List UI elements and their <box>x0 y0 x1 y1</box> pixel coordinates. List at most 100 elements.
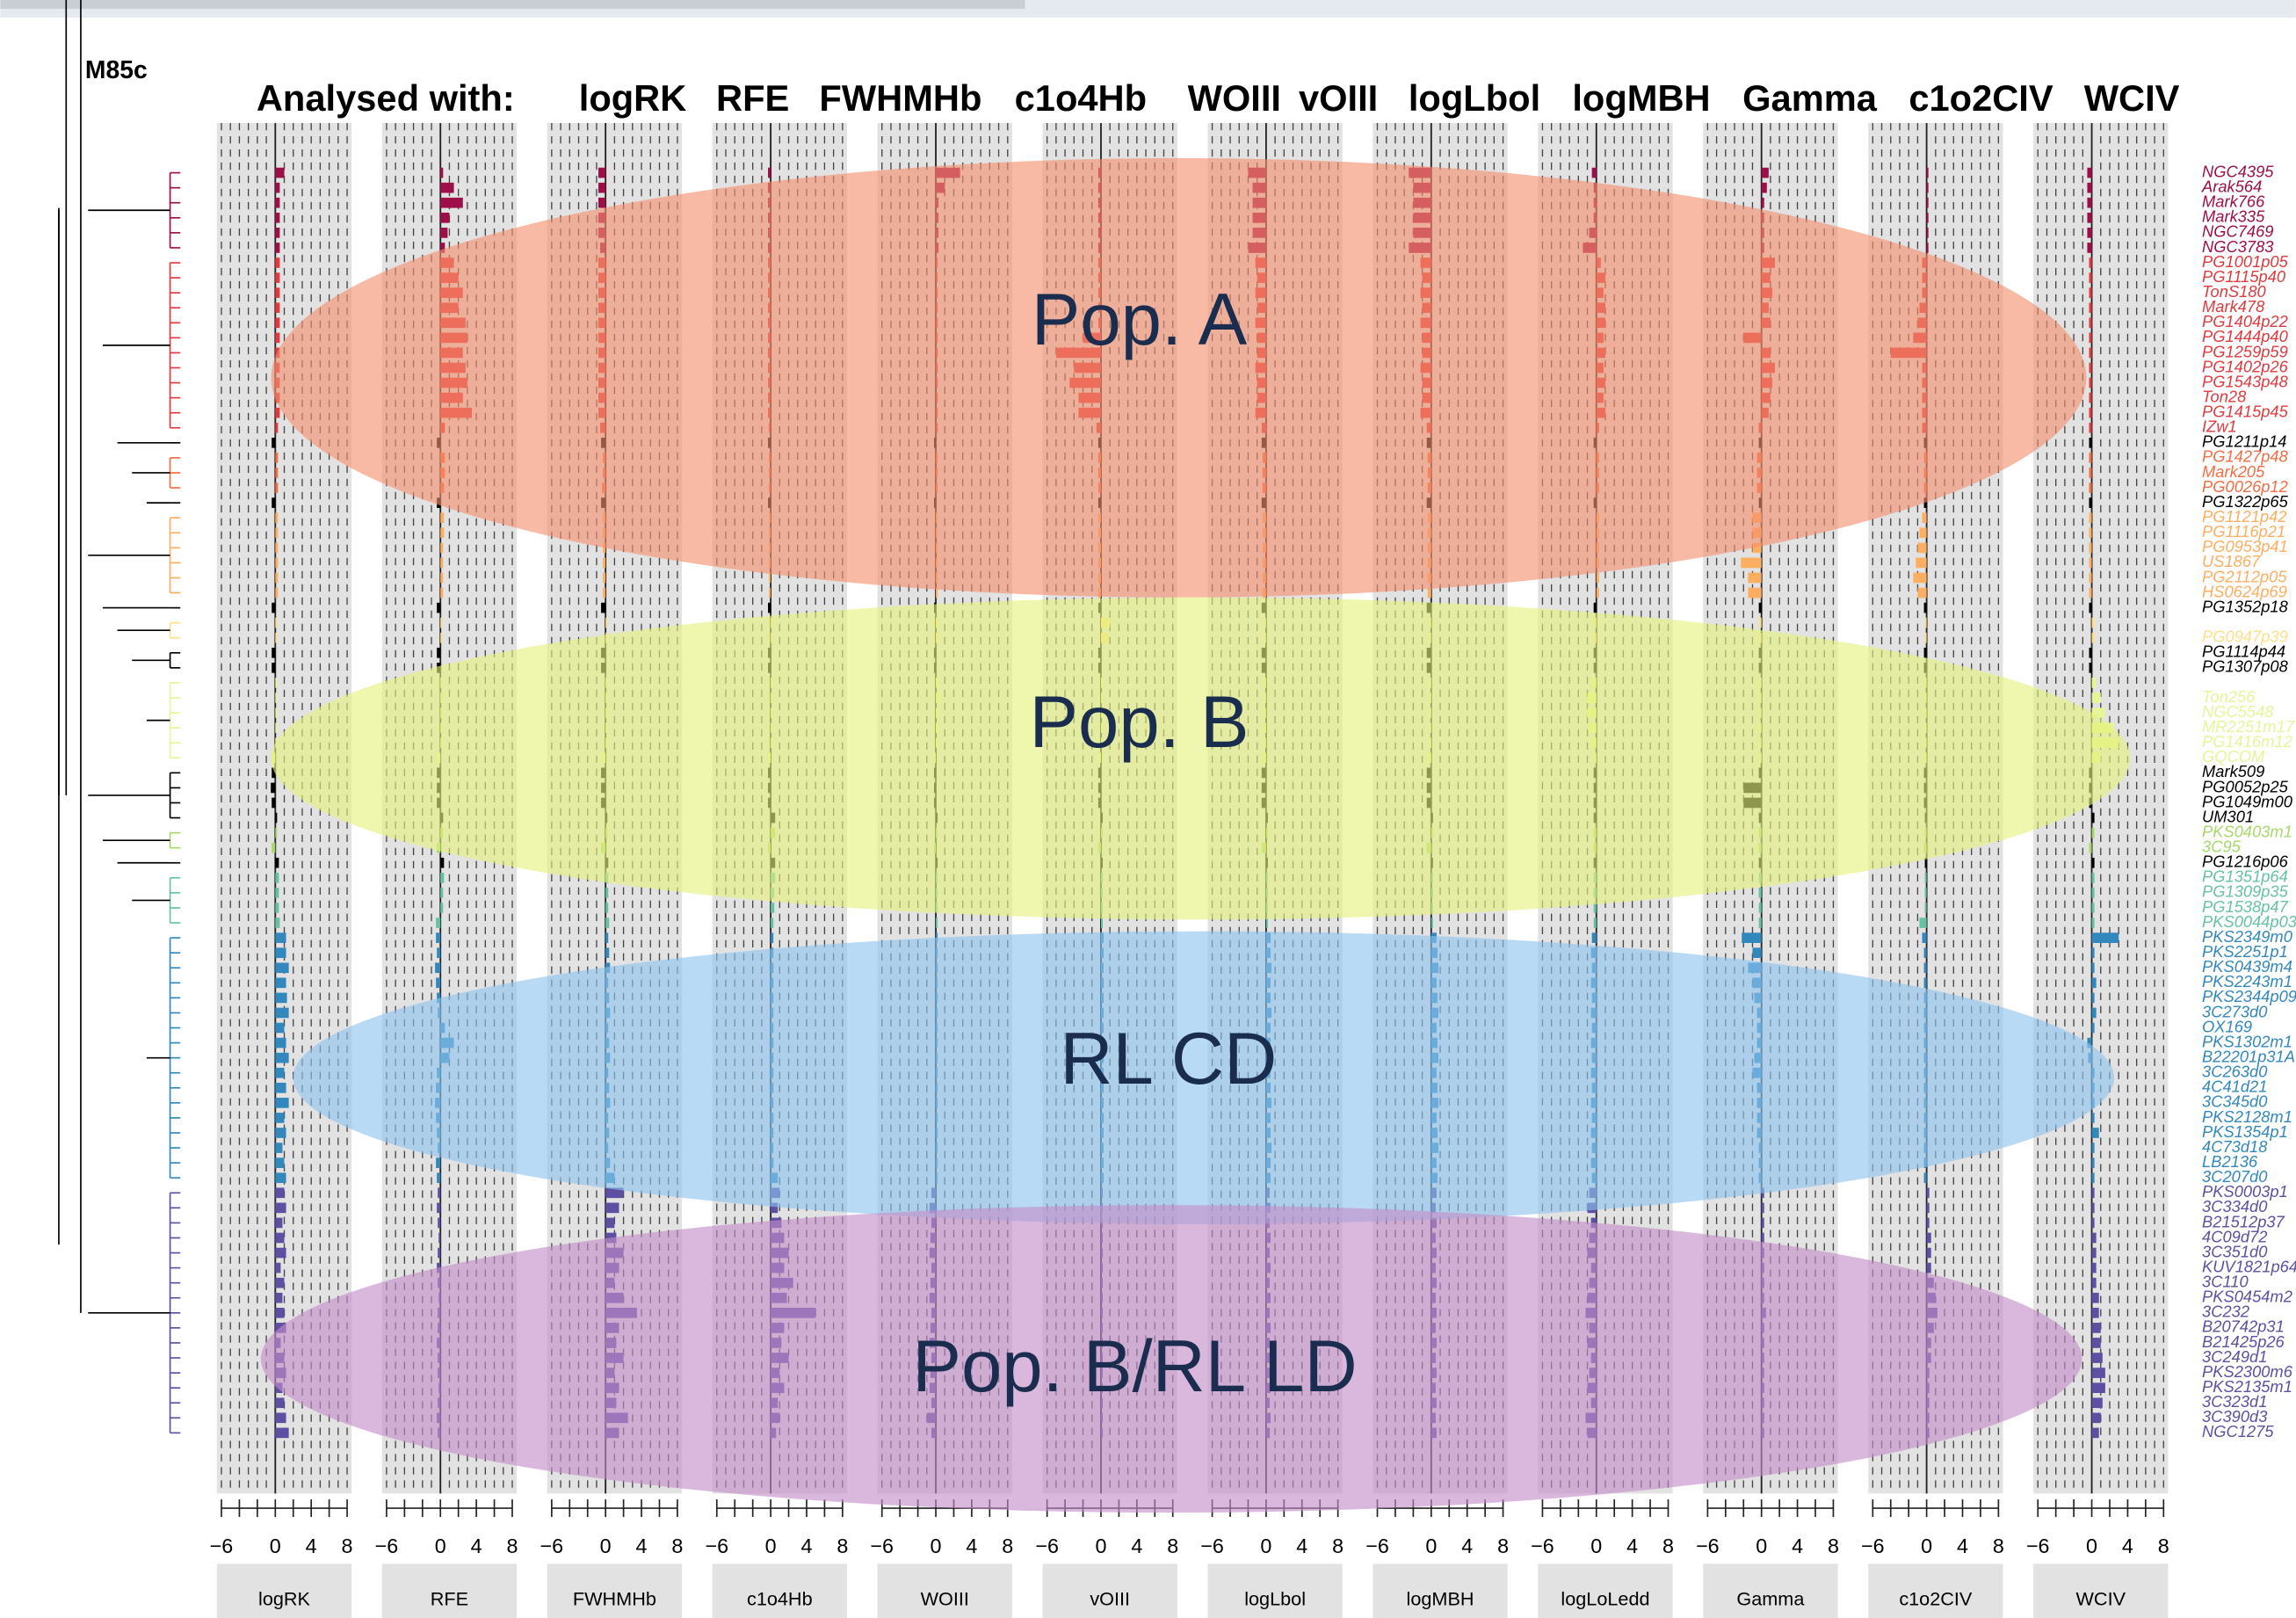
x-tick-label: 0 <box>1095 1535 1106 1557</box>
bar <box>436 918 441 928</box>
bar <box>275 962 289 974</box>
x-tick-label: −6 <box>705 1535 728 1557</box>
bar <box>2091 1338 2101 1348</box>
row-label: PKS0044p03 <box>2202 912 2296 931</box>
bar <box>275 1113 285 1123</box>
bar <box>275 617 278 628</box>
panel-strip <box>547 1564 683 1618</box>
x-tick-label: −6 <box>2026 1535 2050 1557</box>
bar <box>2091 1262 2097 1273</box>
x-tick-label: 8 <box>2158 1535 2169 1557</box>
bar <box>1926 1262 1931 1273</box>
bar <box>272 663 276 673</box>
row-label: NGC5548 <box>2202 702 2274 721</box>
bar <box>1593 918 1597 928</box>
bar <box>2089 377 2092 388</box>
bar <box>275 827 278 838</box>
bar <box>2091 1202 2095 1214</box>
bar <box>275 167 285 178</box>
bar <box>275 557 279 569</box>
bar <box>436 1157 441 1168</box>
bar <box>275 1307 285 1318</box>
bar <box>1926 212 1929 223</box>
bar <box>1923 602 1927 613</box>
row-label: PG1351p64 <box>2202 867 2288 886</box>
row-label: NGC4395 <box>2202 162 2274 180</box>
bar <box>1923 647 1927 658</box>
bar <box>768 167 771 178</box>
bar <box>275 1202 286 1214</box>
bar <box>275 1232 285 1244</box>
bar <box>2089 663 2092 673</box>
x-tick-label: 0 <box>2086 1535 2097 1557</box>
row-label: PG1543p48 <box>2202 372 2289 390</box>
bar <box>605 932 609 943</box>
bar <box>440 243 445 253</box>
bar <box>275 482 279 493</box>
bar <box>2091 1232 2097 1244</box>
group-ellipse <box>293 931 2115 1224</box>
row-label: PKS0454m2 <box>2202 1288 2292 1306</box>
bar <box>2091 1427 2099 1439</box>
x-tick-label: 4 <box>1296 1535 1307 1557</box>
header-label: c1o4Hb <box>1015 77 1147 119</box>
bar <box>275 1082 286 1093</box>
bar <box>440 512 445 524</box>
bar <box>2089 587 2092 599</box>
bar <box>2089 302 2092 314</box>
bar <box>605 1217 615 1229</box>
bar <box>1758 888 1762 898</box>
row-label: OX169 <box>2202 1017 2252 1035</box>
bar <box>769 587 771 599</box>
bar <box>1761 1202 1764 1214</box>
x-tick-label: 8 <box>506 1535 518 1557</box>
row-label: PKS1302m1 <box>2202 1032 2292 1050</box>
bar <box>605 903 609 913</box>
header-label: c1o2CIV <box>1909 77 2053 119</box>
row-label: PKS1354p1 <box>2202 1122 2288 1141</box>
bar <box>2091 1277 2097 1288</box>
bar <box>275 1143 283 1153</box>
bar <box>437 647 441 658</box>
bar <box>275 197 280 208</box>
bar <box>440 182 454 193</box>
bar <box>275 243 280 253</box>
labels: logRK RFE FWHMHb c1o4Hb WOIII vOIII logLbol log… <box>58 0 2296 1440</box>
panel-label: logLoLedd <box>1561 1588 1649 1610</box>
bar <box>1748 572 1762 584</box>
row-label: NGC1275 <box>2202 1422 2274 1440</box>
row-label: 3C263d0 <box>2202 1063 2268 1081</box>
bar <box>1752 542 1762 554</box>
panel-label: Gamma <box>1736 1588 1805 1610</box>
bar <box>275 1052 289 1063</box>
bar <box>1923 497 1927 508</box>
bar <box>2091 1128 2099 1138</box>
row-label: PG1115p40 <box>2202 267 2286 286</box>
row-label: Arak564 <box>2201 178 2262 196</box>
bar <box>603 572 606 584</box>
bar <box>1922 932 1927 943</box>
bar <box>1741 557 1762 569</box>
panel-strip <box>877 1564 1012 1618</box>
x-tick-label: −6 <box>1861 1535 1885 1557</box>
panel-strip <box>381 1564 518 1618</box>
row-label: B22201p31A <box>2202 1047 2295 1065</box>
bar <box>275 1128 286 1138</box>
bar <box>1761 1217 1764 1229</box>
bar <box>771 918 774 928</box>
row-label: HS0624p69 <box>2202 582 2287 600</box>
bar <box>2087 243 2092 253</box>
bar <box>2089 542 2092 554</box>
bar <box>2087 167 2092 178</box>
bar <box>1913 572 1927 584</box>
row-label: Mark509 <box>2202 762 2264 780</box>
bar <box>1593 903 1597 913</box>
bar <box>440 632 443 643</box>
row-label: PG1402p26 <box>2202 357 2289 375</box>
bar <box>2091 1022 2095 1034</box>
row-label: NGC3783 <box>2202 237 2274 256</box>
panel-label: c1o4Hb <box>747 1588 813 1610</box>
bar <box>2091 707 2105 718</box>
bar <box>275 228 280 238</box>
bar <box>2091 947 2095 959</box>
